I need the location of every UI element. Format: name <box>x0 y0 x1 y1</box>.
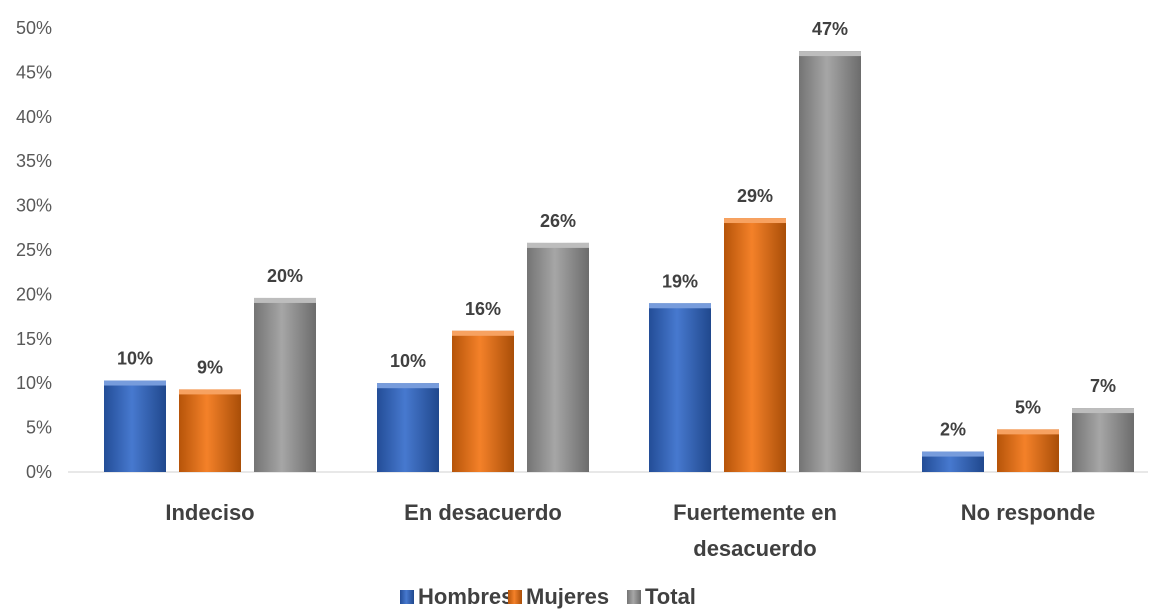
y-tick-label: 50% <box>16 18 52 38</box>
y-tick-label: 20% <box>16 284 52 304</box>
y-tick-label: 45% <box>16 62 52 82</box>
data-label: 26% <box>540 211 576 231</box>
data-label: 7% <box>1090 376 1116 396</box>
bar-total <box>1072 408 1134 472</box>
bar-hombres <box>104 380 166 472</box>
data-label: 2% <box>940 420 966 440</box>
category-label: Fuertemente en <box>673 500 837 525</box>
bar-mujeres <box>179 389 241 472</box>
category-label: Indeciso <box>165 500 254 525</box>
bar-mujeres <box>452 330 514 472</box>
y-tick-label: 10% <box>16 373 52 393</box>
data-label: 47% <box>812 19 848 39</box>
legend-label: Hombres <box>418 584 513 609</box>
legend-label: Total <box>645 584 696 609</box>
y-tick-label: 5% <box>26 418 52 438</box>
y-tick-label: 30% <box>16 196 52 216</box>
y-tick-label: 40% <box>16 107 52 127</box>
y-tick-label: 15% <box>16 329 52 349</box>
bar-hombres <box>922 451 984 472</box>
bar-top-bevel <box>997 429 1059 435</box>
bar-total <box>527 242 589 472</box>
legend-swatch-mujeres <box>508 590 522 604</box>
y-tick-label: 25% <box>16 240 52 260</box>
bar-top-bevel <box>1072 408 1134 414</box>
bar-top-bevel <box>179 389 241 395</box>
category-label: desacuerdo <box>693 536 817 561</box>
y-tick-label: 35% <box>16 151 52 171</box>
bar-top-bevel <box>452 330 514 336</box>
data-label: 10% <box>390 351 426 371</box>
legend-swatch-total <box>627 590 641 604</box>
bar-total <box>254 297 316 472</box>
legend-label: Mujeres <box>526 584 609 609</box>
bar-mujeres <box>724 218 786 472</box>
bar-top-bevel <box>377 383 439 389</box>
bar-top-bevel <box>527 242 589 248</box>
bar-top-bevel <box>104 380 166 386</box>
data-label: 19% <box>662 271 698 291</box>
bars <box>104 51 1134 472</box>
data-labels: 10% 9% 20% 10% 16% 26% 19% 29% 47% 2% 5% 7% <box>117 19 1116 439</box>
bar-hombres <box>377 383 439 472</box>
data-label: 10% <box>117 349 153 369</box>
category-label: No responde <box>961 500 1095 525</box>
data-label: 16% <box>465 299 501 319</box>
bar-top-bevel <box>799 51 861 57</box>
data-label: 9% <box>197 357 223 377</box>
x-axis-labels: Indeciso En desacuerdo Fuertemente en desac… <box>165 500 1095 561</box>
bar-hombres <box>649 303 711 472</box>
bar-mujeres <box>997 429 1059 472</box>
legend-swatch-hombres <box>400 590 414 604</box>
data-label: 29% <box>737 186 773 206</box>
y-tick-label: 0% <box>26 462 52 482</box>
data-label: 5% <box>1015 397 1041 417</box>
data-label: 20% <box>267 266 303 286</box>
bar-top-bevel <box>724 218 786 224</box>
bar-top-bevel <box>922 451 984 457</box>
bar-top-bevel <box>254 297 316 303</box>
legend: Hombres Mujeres Total <box>400 584 696 609</box>
category-label: En desacuerdo <box>404 500 562 525</box>
bar-top-bevel <box>649 303 711 309</box>
y-axis: 0% 5% 10% 15% 20% 25% 30% 35% 40% 45% 50% <box>16 18 1148 482</box>
bar-total <box>799 51 861 472</box>
